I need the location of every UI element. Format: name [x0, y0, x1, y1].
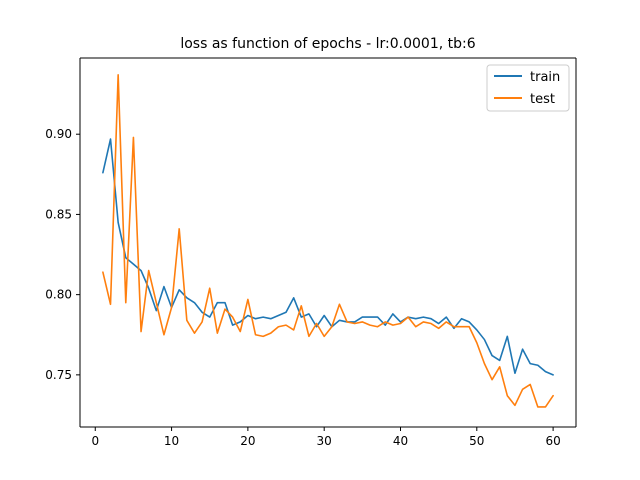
x-tick-label: 20	[240, 434, 255, 448]
x-axis: 0 10 20 30 40 50 60	[91, 427, 561, 448]
chart-title: loss as function of epochs - lr:0.0001, …	[180, 36, 475, 52]
x-tick-label: 60	[545, 434, 560, 448]
y-tick-label: 0.75	[45, 368, 72, 382]
axes-frame	[79, 57, 577, 428]
x-tick-label: 50	[469, 434, 484, 448]
x-tick-label: 0	[91, 434, 99, 448]
plot-area	[80, 58, 576, 427]
y-tick-label: 0.85	[45, 207, 72, 221]
y-tick-label: 0.90	[45, 127, 72, 141]
train-series-line	[102, 138, 554, 376]
legend-train-label: train	[530, 70, 560, 85]
y-tick-label: 0.80	[45, 288, 72, 302]
series-layer	[102, 74, 554, 408]
x-tick-label: 30	[317, 434, 332, 448]
y-axis: 0.75 0.80 0.85 0.90	[45, 127, 80, 382]
legend: train test	[486, 64, 570, 112]
x-tick-label: 10	[164, 434, 179, 448]
legend-test-label: test	[530, 92, 555, 107]
test-series-line	[102, 74, 554, 408]
x-tick-label: 40	[393, 434, 408, 448]
